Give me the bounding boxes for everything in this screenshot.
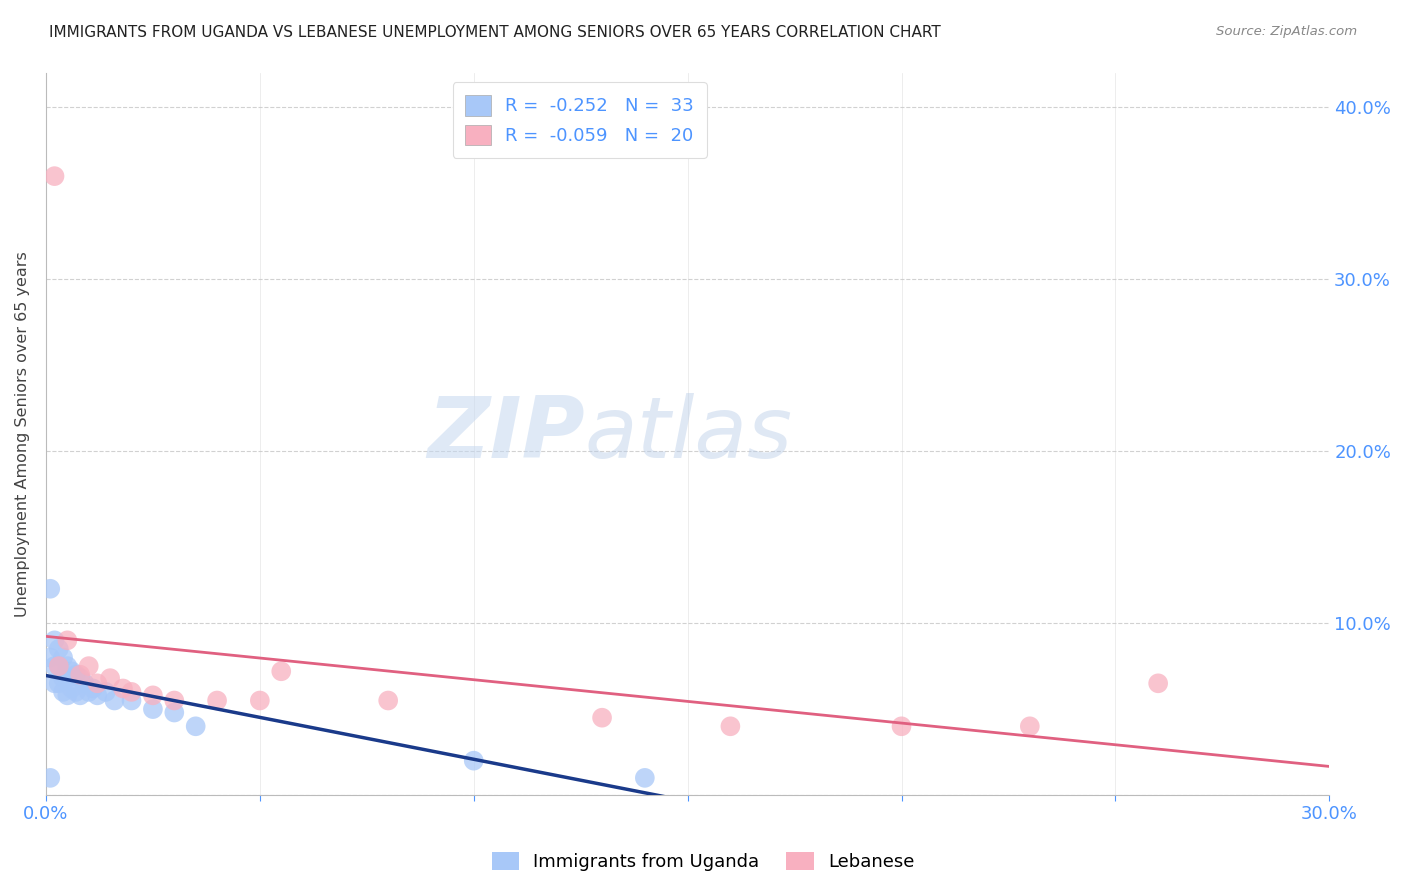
Text: ZIP: ZIP [427,392,585,475]
Point [163,706,186,720]
Point [890,719,912,733]
Point [142,689,165,703]
Point [86,689,108,703]
Point [52,671,75,685]
Point [77,659,100,673]
Point [377,693,399,707]
Point [60,665,83,679]
Text: IMMIGRANTS FROM UGANDA VS LEBANESE UNEMPLOYMENT AMONG SENIORS OVER 65 YEARS CORR: IMMIGRANTS FROM UGANDA VS LEBANESE UNEMP… [49,25,941,40]
Point [48,659,70,673]
Point [39,582,62,596]
Point [44,169,66,183]
Point [142,702,165,716]
Point [82,681,104,696]
Point [69,689,91,703]
Point [69,671,91,685]
Point [69,667,91,681]
Point [77,685,100,699]
Point [103,693,125,707]
Point [56,689,79,703]
Legend: R =  -0.252   N =  33, R =  -0.059   N =  20: R = -0.252 N = 33, R = -0.059 N = 20 [453,82,707,158]
Point [56,659,79,673]
Point [52,650,75,665]
Point [86,676,108,690]
Point [48,676,70,690]
Point [60,681,83,696]
Y-axis label: Unemployment Among Seniors over 65 years: Unemployment Among Seniors over 65 years [15,252,30,617]
Point [98,671,121,685]
Point [121,693,143,707]
Point [44,676,66,690]
Point [56,633,79,648]
Point [634,771,657,785]
Text: atlas: atlas [585,392,793,475]
Point [65,685,87,699]
Point [718,719,741,733]
Point [56,671,79,685]
Point [44,633,66,648]
Point [1147,676,1170,690]
Point [591,711,613,725]
Point [39,771,62,785]
Point [1018,719,1040,733]
Point [94,685,117,699]
Legend: Immigrants from Uganda, Lebanese: Immigrants from Uganda, Lebanese [485,845,921,879]
Point [48,659,70,673]
Point [52,685,75,699]
Point [48,641,70,656]
Point [249,693,271,707]
Point [205,693,228,707]
Point [163,693,186,707]
Point [184,719,207,733]
Point [111,681,134,696]
Point [73,676,96,690]
Point [44,659,66,673]
Point [39,650,62,665]
Point [463,754,485,768]
Point [270,665,292,679]
Point [121,685,143,699]
Point [65,667,87,681]
Text: Source: ZipAtlas.com: Source: ZipAtlas.com [1216,25,1357,38]
